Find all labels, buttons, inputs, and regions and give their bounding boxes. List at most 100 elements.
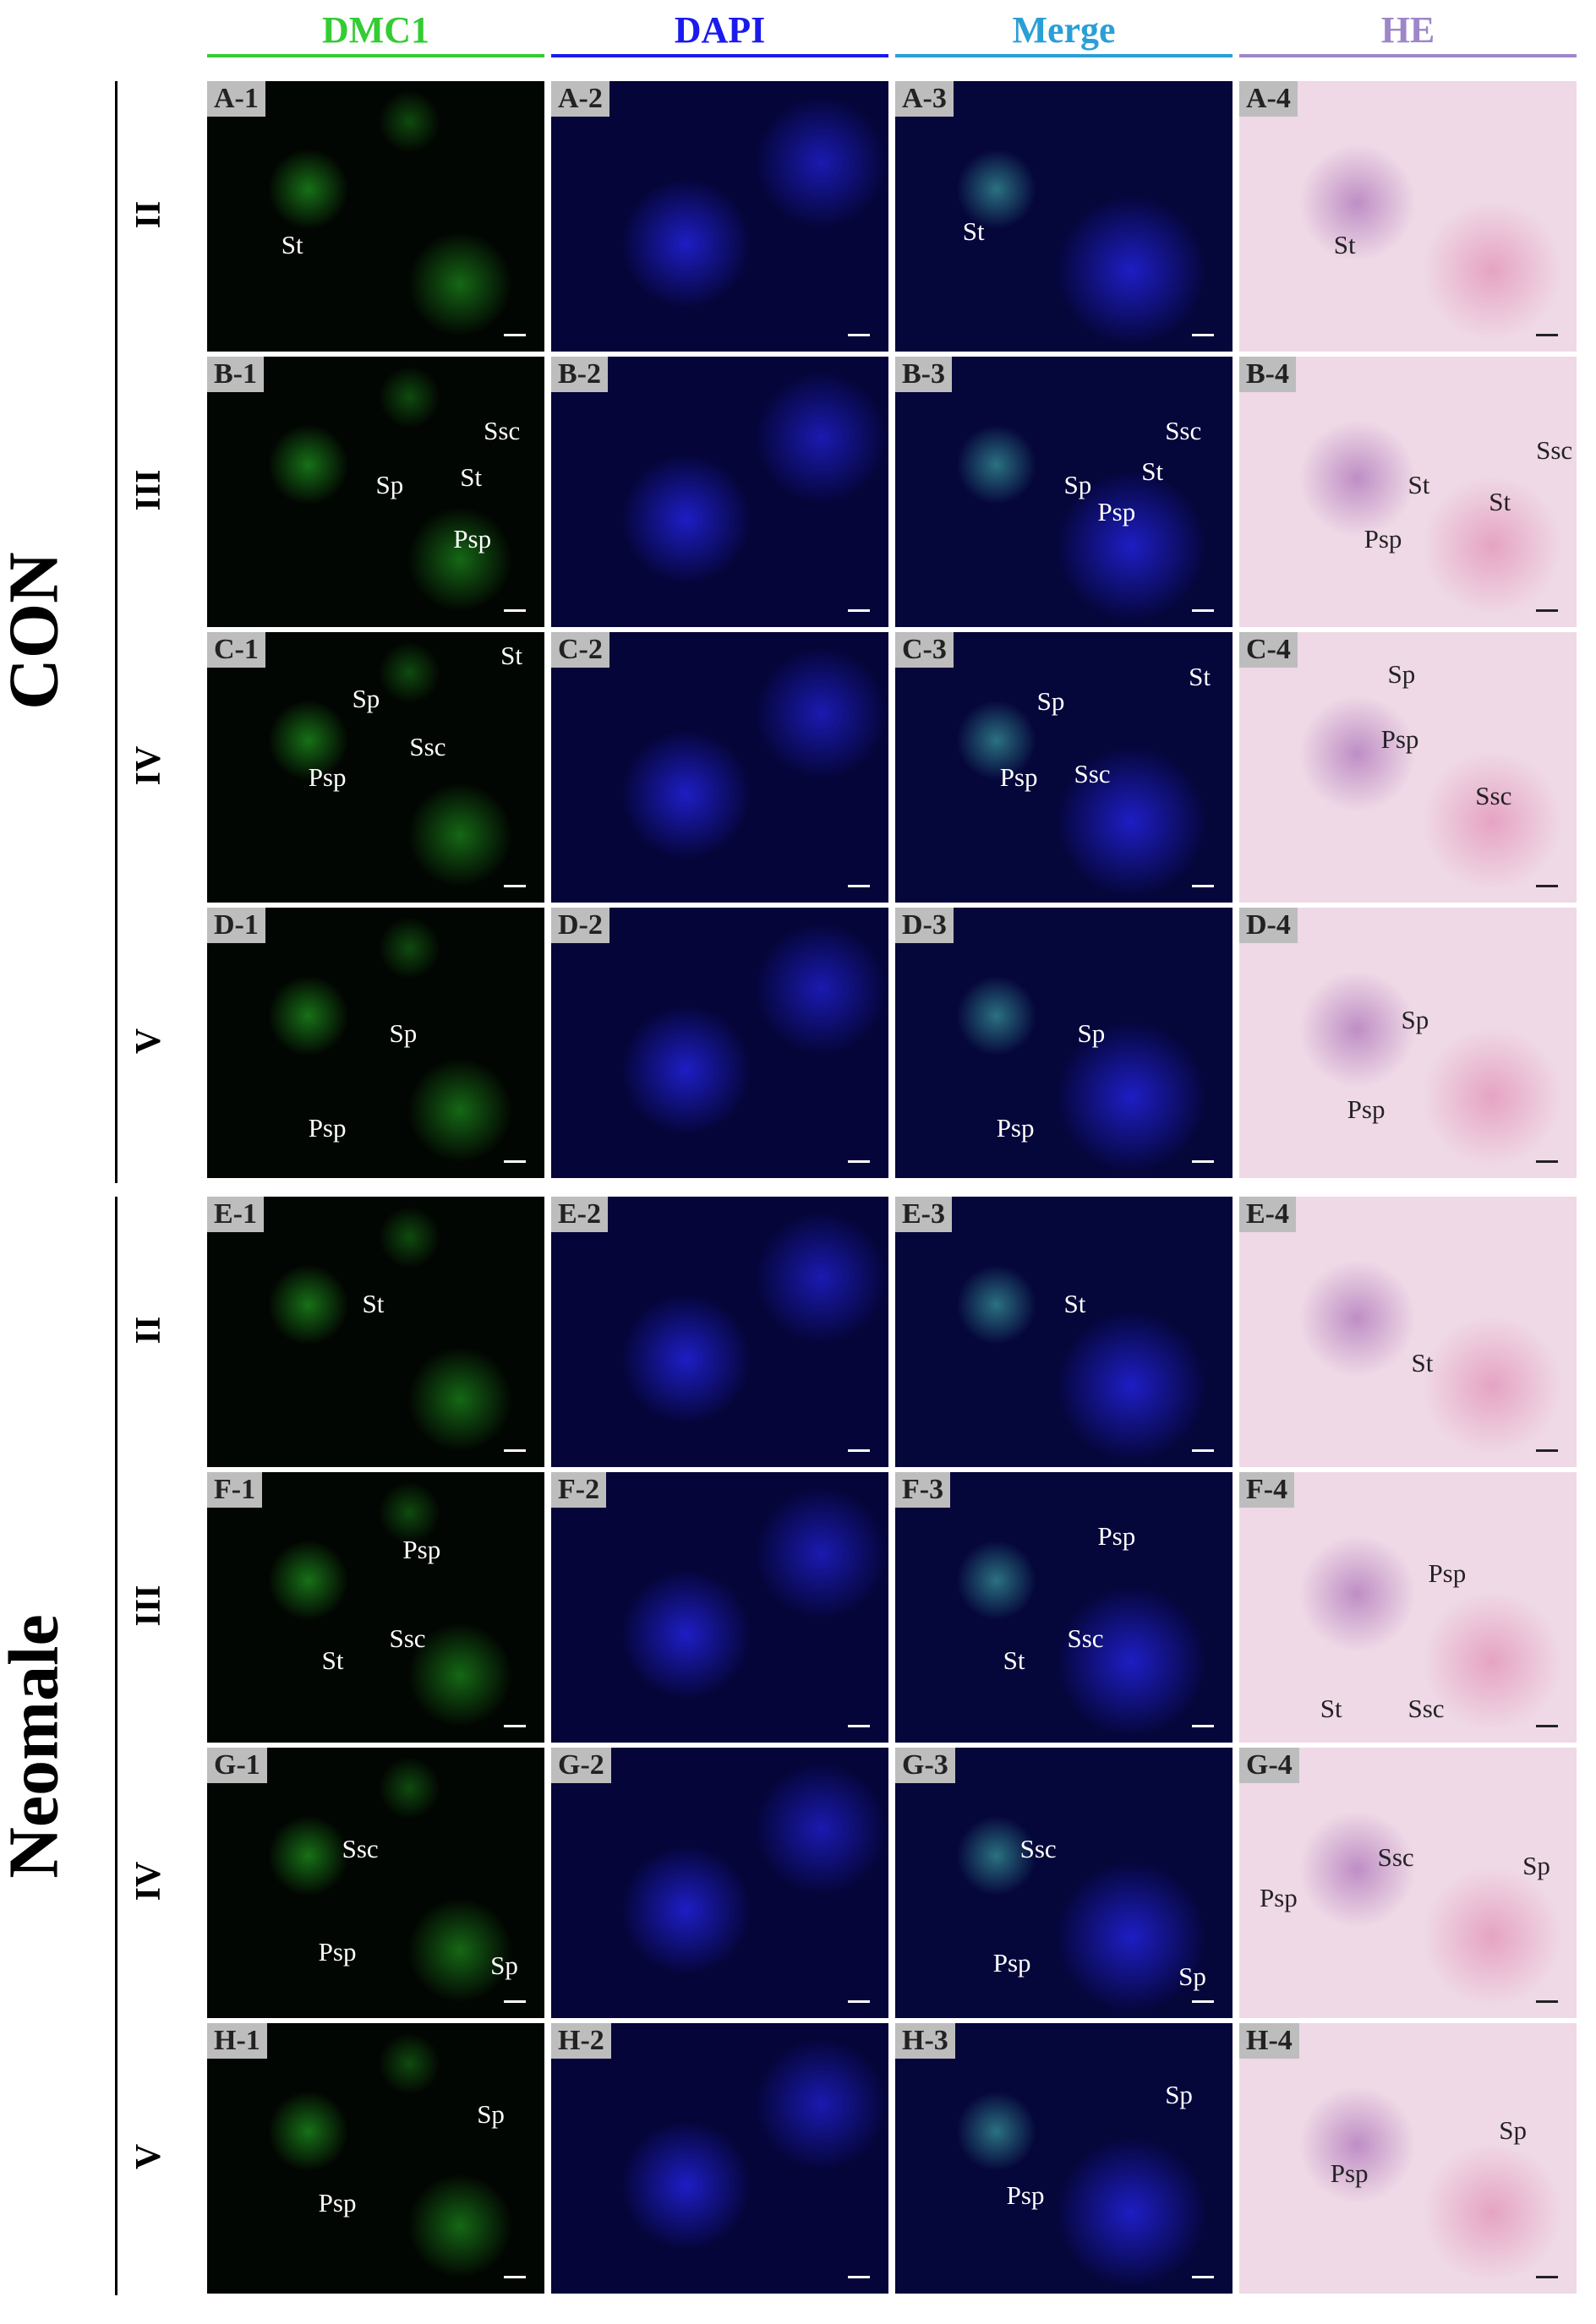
micrograph-panel: F-1 Psp Ssc St (207, 1472, 544, 1743)
micrograph-panel: E-1 St (207, 1197, 544, 1467)
micrograph-panel: E-2 (551, 1197, 888, 1467)
panel-label: G-2 (551, 1748, 611, 1783)
cell-annotation: Psp (1347, 1094, 1386, 1124)
cell-annotation: Psp (308, 1113, 347, 1143)
micrograph-panel: C-2 (551, 632, 888, 903)
scale-bar (504, 1449, 526, 1452)
cell-annotation: Sp (477, 2098, 505, 2129)
micrograph-panel: B-4 Ssc St St Psp (1239, 357, 1577, 627)
cell-annotation: St (1489, 486, 1511, 516)
scale-bar (504, 1160, 526, 1163)
cell-annotation: Psp (1330, 2158, 1369, 2188)
stage-label: II (129, 1316, 168, 1345)
panel-label: C-1 (207, 632, 265, 668)
column-header: DAPI (674, 9, 766, 51)
scale-bar (1192, 609, 1214, 612)
column-header: HE (1380, 9, 1435, 51)
micrograph-panel: G-2 (551, 1748, 888, 2018)
micrograph-panel: C-3 St Sp Ssc Psp (895, 632, 1233, 903)
cell-annotation: Ssc (409, 732, 446, 762)
cell-annotation: Ssc (1019, 1834, 1057, 1864)
cell-annotation: Ssc (1074, 759, 1111, 789)
cell-annotation: Sp (1401, 1005, 1429, 1035)
cell-annotation: Ssc (1536, 434, 1573, 465)
scale-bar (848, 609, 870, 612)
scale-bar (1536, 609, 1558, 612)
panel-label: H-2 (551, 2023, 611, 2059)
panel-label: F-1 (207, 1472, 263, 1508)
stage-label: IV (129, 745, 168, 786)
panel-label: F-2 (551, 1472, 607, 1508)
cell-annotation: St (1003, 1645, 1025, 1675)
panel-label: B-3 (895, 357, 952, 392)
micrograph-panel: H-1 Sp Psp (207, 2023, 544, 2294)
scale-bar (1192, 885, 1214, 887)
panel-label: B-2 (551, 357, 608, 392)
cell-annotation: Psp (1428, 1558, 1467, 1589)
column-underline (207, 54, 544, 57)
scale-bar (1536, 1449, 1558, 1452)
panel-label: D-1 (207, 908, 265, 943)
scale-bar (1536, 885, 1558, 887)
panel-label: D-2 (551, 908, 609, 943)
cell-annotation: Sp (1387, 659, 1416, 689)
scale-bar (848, 2276, 870, 2278)
cell-annotation: St (321, 1645, 344, 1675)
micrograph-panel: A-1 St (207, 81, 544, 352)
panel-label: C-4 (1239, 632, 1298, 668)
panel-label: E-4 (1239, 1197, 1296, 1232)
group-bracket (115, 81, 118, 1183)
group-label: CON (0, 552, 74, 710)
scale-bar (848, 1449, 870, 1452)
micrograph-panel: D-2 (551, 908, 888, 1178)
cell-annotation: Psp (318, 1937, 357, 1967)
panel-label: F-3 (895, 1472, 951, 1508)
cell-annotation: Sp (1036, 686, 1065, 716)
group-label: Neomale (0, 1614, 74, 1879)
scale-bar (504, 1725, 526, 1727)
micrograph-panel: H-3 Sp Psp (895, 2023, 1233, 2294)
cell-annotation: Psp (996, 1113, 1035, 1143)
micrograph-panel: G-4 Ssc Sp Psp (1239, 1748, 1577, 2018)
scale-bar (848, 1725, 870, 1727)
cell-annotation: Sp (1077, 1018, 1106, 1049)
micrograph-panel: C-4 Sp Psp Ssc (1239, 632, 1577, 903)
panel-label: D-4 (1239, 908, 1298, 943)
panel-label: E-1 (207, 1197, 264, 1232)
cell-annotation: Psp (402, 1534, 441, 1564)
panel-label: C-2 (551, 632, 609, 668)
micrograph-panel: D-3 Sp Psp (895, 908, 1233, 1178)
panel-label: C-3 (895, 632, 954, 668)
cell-annotation: Psp (453, 524, 492, 554)
scale-bar (1536, 2000, 1558, 2003)
panel-label: G-3 (895, 1748, 955, 1783)
panel-label: B-1 (207, 357, 264, 392)
micrograph-panel: F-2 (551, 1472, 888, 1743)
scale-bar (1536, 1160, 1558, 1163)
cell-annotation: Sp (1063, 470, 1092, 500)
micrograph-panel: D-4 Sp Psp (1239, 908, 1577, 1178)
cell-annotation: Ssc (389, 1623, 426, 1654)
cell-annotation: Sp (352, 683, 380, 713)
scale-bar (848, 2000, 870, 2003)
scale-bar (1536, 1725, 1558, 1727)
cell-annotation: Ssc (1475, 781, 1512, 810)
cell-annotation: Psp (318, 2188, 357, 2218)
stage-label: IV (129, 1861, 168, 1901)
micrograph-panel: C-1 St Sp Ssc Psp (207, 632, 544, 903)
column-header: DMC1 (321, 9, 430, 51)
cell-annotation: Ssc (1067, 1623, 1104, 1654)
cell-annotation: Sp (1499, 2114, 1527, 2145)
scale-bar (1192, 1449, 1214, 1452)
cell-annotation: Sp (1522, 1850, 1550, 1880)
scale-bar (504, 609, 526, 612)
panel-label: H-1 (207, 2023, 267, 2059)
panel-label: H-4 (1239, 2023, 1299, 2059)
micrograph-panel: A-4 St (1239, 81, 1577, 352)
scale-bar (1192, 1160, 1214, 1163)
panel-label: A-1 (207, 81, 265, 117)
cell-annotation: Psp (992, 1947, 1031, 1978)
scale-bar (848, 334, 870, 336)
micrograph-panel: G-1 Ssc Psp Sp (207, 1748, 544, 2018)
